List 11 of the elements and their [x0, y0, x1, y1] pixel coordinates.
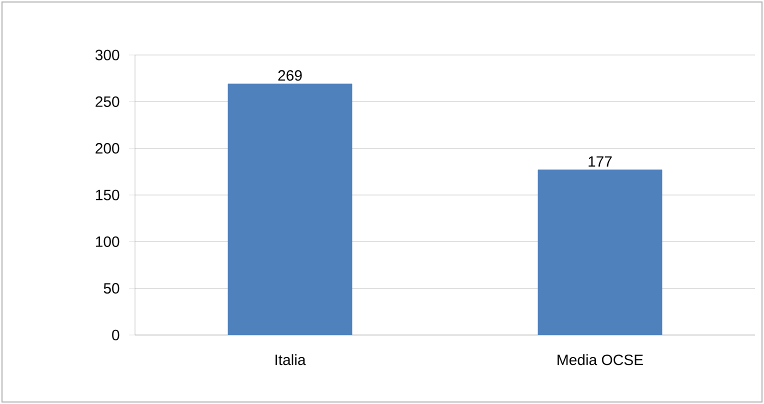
y-tick-label: 100 — [96, 236, 120, 247]
y-tick-label: 0 — [112, 330, 120, 340]
y-tick-label: 200 — [96, 143, 120, 154]
y-tick-label: 300 — [95, 50, 120, 60]
y-tick-label: 250 — [96, 96, 120, 107]
data-label: 177 — [588, 156, 612, 167]
x-tick-label: Italia — [276, 354, 306, 366]
data-label: 269 — [278, 70, 302, 81]
y-tick-label: 150 — [96, 190, 120, 200]
y-tick-label: 50 — [104, 283, 120, 294]
x-tick-label: Media OCSE — [558, 354, 643, 366]
